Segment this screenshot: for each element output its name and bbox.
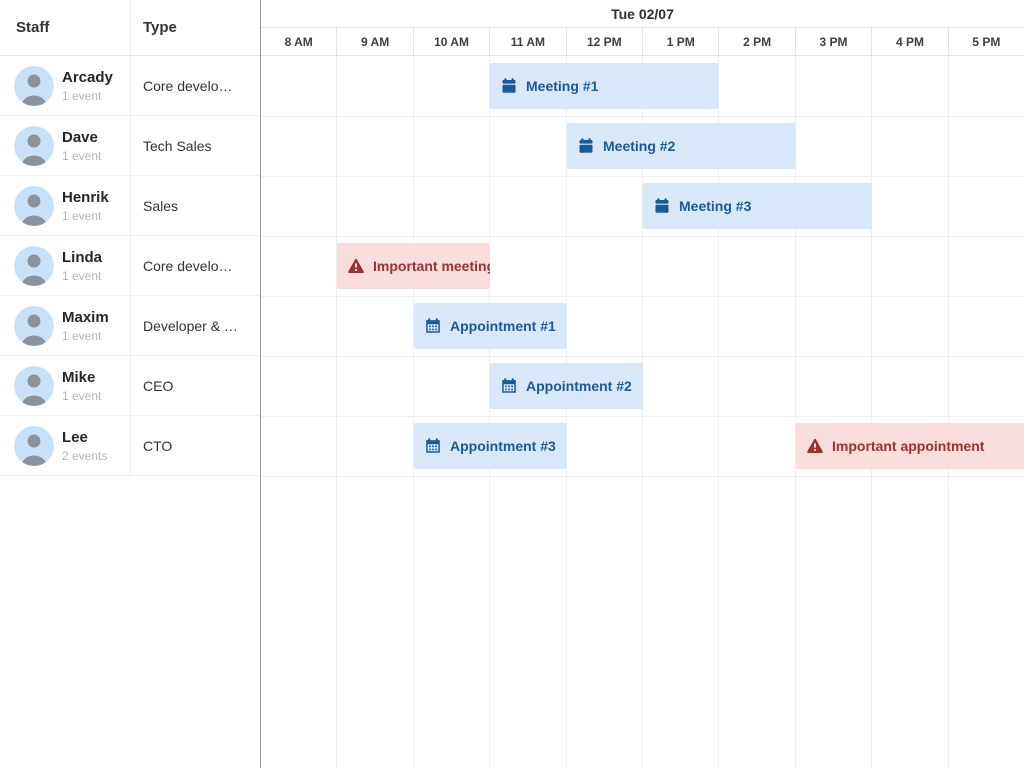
row-divider	[261, 236, 1024, 237]
event-label: Meeting #3	[679, 198, 752, 214]
avatar	[14, 426, 54, 466]
avatar	[14, 246, 54, 286]
time-slot-1pm: 1 PM	[643, 28, 720, 56]
staff-event-count: 1 event	[62, 148, 102, 163]
event-label: Important appointment	[832, 438, 985, 454]
row-divider	[261, 416, 1024, 417]
event-label: Appointment #1	[450, 318, 556, 334]
time-slot-5pm: 5 PM	[948, 28, 1024, 56]
staff-event-count: 1 event	[62, 208, 102, 223]
timeline-cell[interactable]	[719, 56, 796, 768]
time-slot-4pm: 4 PM	[872, 28, 949, 56]
row-divider	[261, 476, 1024, 477]
row-divider	[261, 176, 1024, 177]
avatar	[14, 126, 54, 166]
staff-event-count: 1 event	[62, 388, 102, 403]
row-divider	[261, 296, 1024, 297]
staff-name: Dave	[62, 128, 98, 146]
calendar-icon	[502, 78, 516, 93]
event-appointment-3[interactable]: Appointment #3	[414, 423, 567, 469]
event-important-appointment[interactable]: Important appointment	[796, 423, 1024, 469]
avatar	[14, 186, 54, 226]
staff-type: CTO	[143, 438, 173, 454]
event-important-meeting[interactable]: Important meeting	[337, 243, 490, 289]
timeline-grid	[261, 56, 1024, 768]
calendar-icon	[579, 138, 593, 153]
row-divider	[261, 356, 1024, 357]
row-divider	[261, 116, 1024, 117]
timeline-cell[interactable]	[567, 56, 644, 768]
staff-name: Linda	[62, 248, 102, 266]
time-slot-10am: 10 AM	[413, 28, 491, 56]
event-meeting-2[interactable]: Meeting #2	[567, 123, 796, 169]
event-label: Appointment #3	[450, 438, 556, 454]
time-slot-12pm: 12 PM	[566, 28, 644, 56]
time-slot-3pm: 3 PM	[795, 28, 873, 56]
staff-type: CEO	[143, 378, 174, 394]
avatar	[14, 366, 54, 406]
calendar-grid-icon	[426, 438, 440, 453]
warning-icon	[348, 258, 364, 273]
event-meeting-3[interactable]: Meeting #3	[643, 183, 872, 229]
date-header: Tue 02/07	[261, 0, 1024, 28]
timeline-cell[interactable]	[337, 56, 414, 768]
time-header: 8 AM 9 AM 10 AM 11 AM 12 PM 1 PM 2 PM 3 …	[261, 28, 1024, 56]
staff-type: Tech Sales	[143, 138, 212, 154]
staff-name: Maxim	[62, 308, 109, 326]
staff-event-count: 1 event	[62, 268, 102, 283]
timeline-area: Tue 02/07 8 AM 9 AM 10 AM 11 AM 12 PM 1 …	[261, 0, 1024, 768]
resource-panel: Staff Type Arcady 1 event Core develo… D…	[0, 0, 260, 768]
timeline-cell[interactable]	[872, 56, 949, 768]
type-column-header: Type	[143, 19, 177, 36]
time-slot-2pm: 2 PM	[719, 28, 796, 56]
event-appointment-2[interactable]: Appointment #2	[490, 363, 643, 409]
timeline-cell[interactable]	[414, 56, 491, 768]
warning-icon	[807, 438, 823, 453]
calendar-grid-icon	[502, 378, 516, 393]
staff-event-count: 1 event	[62, 88, 102, 103]
staff-type: Core develo…	[143, 78, 233, 94]
staff-type: Developer & …	[143, 318, 238, 334]
staff-name: Arcady	[62, 68, 113, 86]
event-label: Important meeting	[373, 258, 490, 274]
staff-name: Lee	[62, 428, 88, 446]
calendar-icon	[655, 198, 669, 213]
event-label: Meeting #2	[603, 138, 676, 154]
staff-type: Sales	[143, 198, 179, 214]
staff-event-count: 1 event	[62, 328, 102, 343]
column-divider	[130, 0, 131, 476]
event-label: Appointment #2	[526, 378, 632, 394]
staff-event-count: 2 events	[62, 448, 108, 463]
avatar	[14, 306, 54, 346]
staff-row-linda: Linda 1 event Core develo…	[0, 236, 260, 296]
staff-column-header: Staff	[16, 19, 50, 36]
staff-name: Henrik	[62, 188, 109, 206]
staff-type: Core develo…	[143, 258, 233, 274]
timeline-cell[interactable]	[261, 56, 338, 768]
timeline-cell[interactable]	[949, 56, 1024, 768]
time-slot-8am: 8 AM	[261, 28, 338, 56]
event-appointment-1[interactable]: Appointment #1	[414, 303, 567, 349]
event-meeting-1[interactable]: Meeting #1	[490, 63, 719, 109]
panel-divider	[260, 0, 261, 768]
staff-name: Mike	[62, 368, 96, 386]
time-slot-9am: 9 AM	[337, 28, 414, 56]
event-label: Meeting #1	[526, 78, 599, 94]
staff-row-lee: Lee 2 events CTO	[0, 416, 260, 476]
avatar	[14, 66, 54, 106]
timeline-cell[interactable]	[796, 56, 873, 768]
calendar-grid-icon	[426, 318, 440, 333]
time-slot-11am: 11 AM	[490, 28, 567, 56]
timeline-cell[interactable]	[643, 56, 720, 768]
timeline-cell[interactable]	[490, 56, 567, 768]
